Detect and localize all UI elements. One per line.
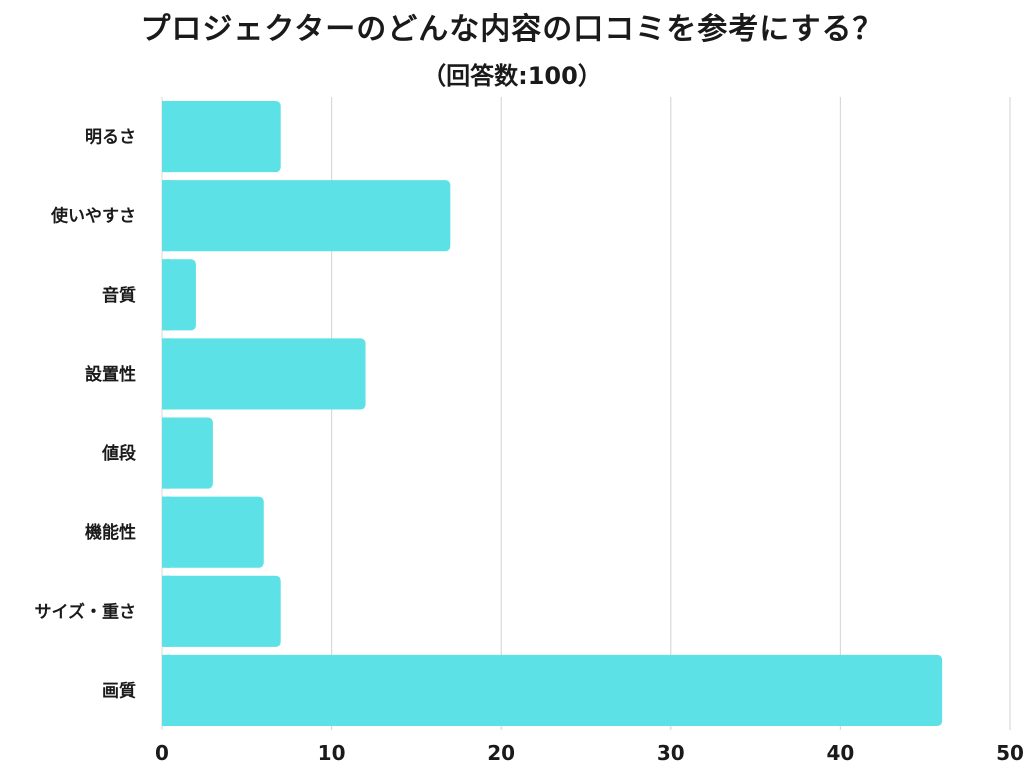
bar-edge-3 <box>162 338 170 410</box>
x-tick-label: 40 <box>826 741 854 765</box>
bar-edge-1 <box>162 180 170 252</box>
x-tick-label: 30 <box>657 741 685 765</box>
category-label: 使いやすさ <box>50 206 136 227</box>
bar-1 <box>162 180 451 252</box>
bar-edge-4 <box>162 417 170 489</box>
category-label: 画質 <box>102 680 136 701</box>
x-tick-label: 50 <box>996 741 1024 765</box>
bar-0 <box>162 100 281 173</box>
bar-edge-2 <box>162 259 170 331</box>
bar-2 <box>162 259 196 331</box>
bar-edge-5 <box>162 496 170 568</box>
bar-5 <box>162 496 264 568</box>
category-label: サイズ・重さ <box>35 601 137 622</box>
bar-edge-0 <box>162 100 170 173</box>
category-label: 値段 <box>101 443 136 464</box>
chart-title: プロジェクターのどんな内容の口コミを参考にする？ <box>140 12 884 47</box>
x-tick-label: 0 <box>155 741 169 765</box>
bar-7 <box>162 654 943 727</box>
x-axis-ticks: 0 10 20 30 40 50 <box>155 741 1024 765</box>
category-label: 機能性 <box>85 522 136 543</box>
x-tick-label: 10 <box>318 741 346 765</box>
category-label: 音質 <box>102 285 136 306</box>
bars <box>162 100 943 727</box>
category-label: 明るさ <box>85 128 136 148</box>
bar-6 <box>162 575 281 647</box>
bar-3 <box>162 338 366 410</box>
bar-edge-7 <box>162 654 170 727</box>
category-label: 設置性 <box>85 364 136 385</box>
bar-edge-6 <box>162 575 170 647</box>
x-tick-label: 20 <box>487 741 515 765</box>
bar-4 <box>162 417 213 489</box>
chart-subtitle: （回答数:100） <box>422 62 602 90</box>
